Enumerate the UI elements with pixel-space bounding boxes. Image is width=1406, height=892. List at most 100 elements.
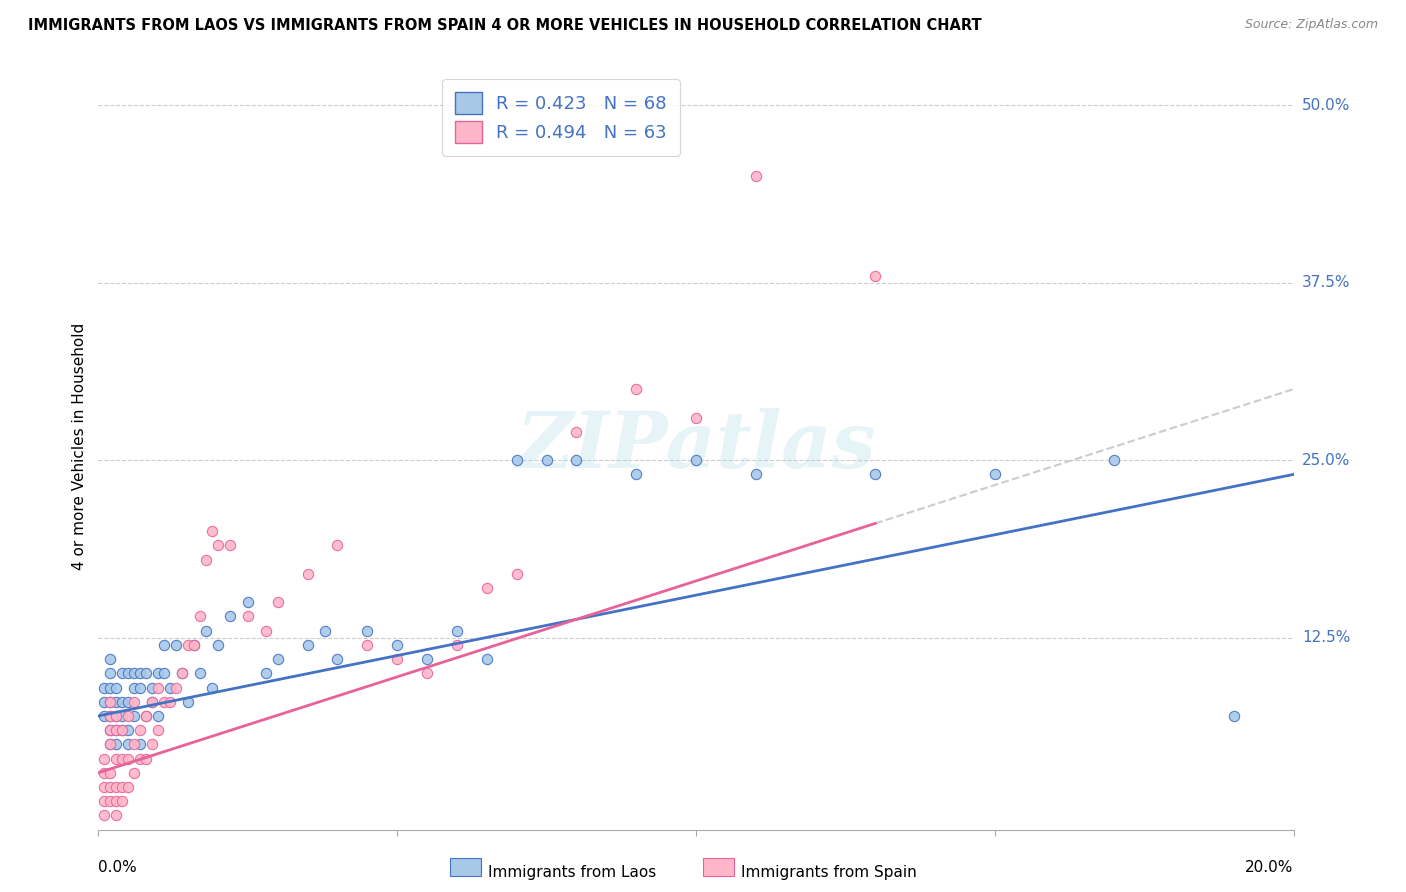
Text: ZIPatlas: ZIPatlas (516, 408, 876, 484)
Point (98, 666, 122, 681)
Point (1104, 453, 1126, 467)
Point (111, 666, 134, 681)
Point (111, 794, 134, 808)
Point (105, 709, 128, 723)
Point (98, 765, 122, 780)
Text: 0.0%: 0.0% (98, 860, 138, 875)
Point (124, 765, 146, 780)
Point (93, 695, 115, 709)
Point (98, 681, 122, 695)
Point (93, 765, 115, 780)
Point (93, 808, 115, 822)
Point (141, 695, 163, 709)
Point (446, 624, 468, 638)
Point (148, 709, 170, 723)
Point (129, 681, 152, 695)
Point (105, 723, 128, 738)
Point (177, 638, 200, 652)
Point (201, 681, 224, 695)
Point (129, 737, 152, 751)
Point (195, 624, 218, 638)
Point (105, 695, 128, 709)
Point (188, 609, 211, 624)
Text: 20.0%: 20.0% (1246, 860, 1294, 875)
Point (98, 695, 122, 709)
Point (117, 737, 139, 751)
Point (153, 638, 176, 652)
Legend: R = 0.423   N = 68, R = 0.494   N = 63: R = 0.423 N = 68, R = 0.494 N = 63 (441, 79, 679, 156)
Point (117, 709, 139, 723)
Point (165, 681, 187, 695)
Point (159, 695, 181, 709)
Point (141, 737, 163, 751)
Point (326, 538, 349, 552)
Point (105, 780, 128, 794)
Point (356, 638, 378, 652)
Text: 25.0%: 25.0% (1302, 453, 1350, 467)
Point (254, 624, 277, 638)
Point (416, 652, 439, 666)
Point (105, 794, 128, 808)
Point (745, 169, 768, 183)
Point (98, 723, 122, 738)
Point (124, 681, 146, 695)
Point (267, 595, 290, 609)
Point (685, 410, 707, 425)
Point (565, 453, 588, 467)
Point (117, 751, 139, 765)
Point (219, 538, 242, 552)
Point (93, 709, 115, 723)
Point (105, 808, 128, 822)
Point (385, 652, 409, 666)
Point (111, 695, 134, 709)
Point (165, 638, 187, 652)
Point (135, 709, 157, 723)
Point (626, 467, 648, 482)
Point (236, 595, 259, 609)
Point (117, 666, 139, 681)
Point (98, 737, 122, 751)
Point (506, 566, 529, 581)
Point (475, 652, 498, 666)
Text: IMMIGRANTS FROM LAOS VS IMMIGRANTS FROM SPAIN 4 OR MORE VEHICLES IN HOUSEHOLD CO: IMMIGRANTS FROM LAOS VS IMMIGRANTS FROM … (28, 18, 981, 33)
Point (536, 453, 558, 467)
Point (183, 638, 205, 652)
Point (297, 638, 319, 652)
Y-axis label: 4 or more Vehicles in Household: 4 or more Vehicles in Household (72, 322, 87, 570)
Point (124, 666, 146, 681)
Point (416, 666, 439, 681)
Point (105, 681, 128, 695)
Point (111, 723, 134, 738)
Text: Immigrants from Laos: Immigrants from Laos (488, 865, 657, 880)
Point (315, 624, 337, 638)
Point (111, 780, 134, 794)
Point (129, 723, 152, 738)
Point (254, 666, 277, 681)
Point (745, 467, 768, 482)
Point (98, 709, 122, 723)
Point (446, 638, 468, 652)
Point (93, 681, 115, 695)
Point (172, 666, 194, 681)
Point (195, 552, 218, 566)
Text: 12.5%: 12.5% (1302, 631, 1350, 645)
Point (207, 538, 229, 552)
Point (865, 467, 887, 482)
Point (148, 681, 170, 695)
Point (148, 723, 170, 738)
Point (297, 566, 319, 581)
Point (129, 666, 152, 681)
Point (105, 751, 128, 765)
Point (207, 638, 229, 652)
Point (385, 638, 409, 652)
Text: Source: ZipAtlas.com: Source: ZipAtlas.com (1244, 18, 1378, 31)
Point (98, 723, 122, 738)
Point (129, 751, 152, 765)
Point (626, 382, 648, 396)
Point (177, 695, 200, 709)
Point (117, 695, 139, 709)
Point (93, 794, 115, 808)
Point (188, 666, 211, 681)
Point (124, 709, 146, 723)
Point (565, 425, 588, 439)
